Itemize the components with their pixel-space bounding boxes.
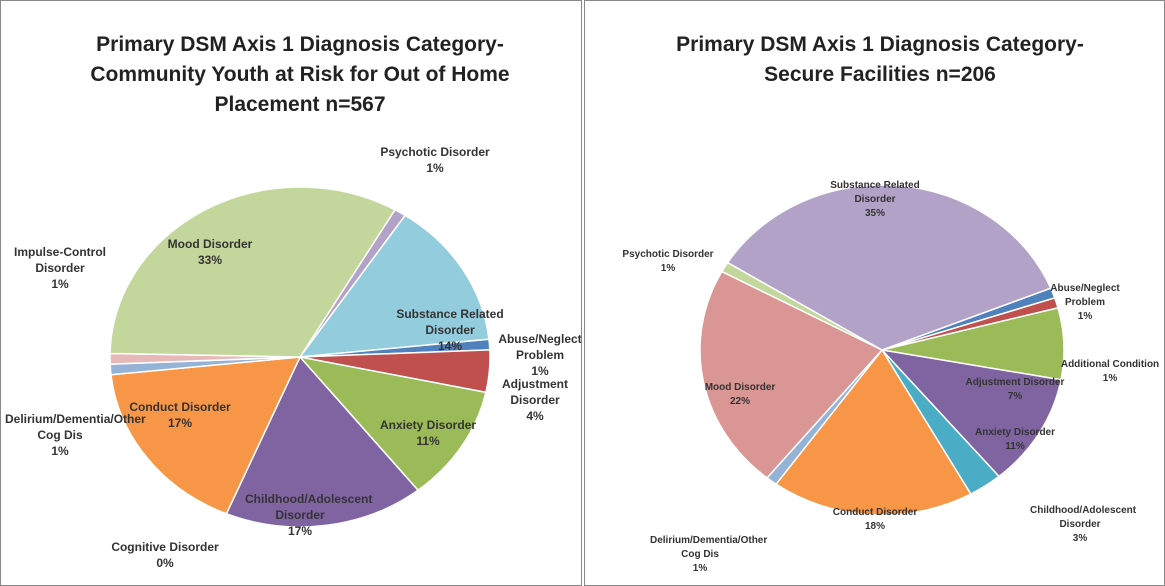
value-label: 1% [1077,311,1093,322]
value-label: 1% [1102,373,1118,384]
category-label: Delirium/Dementia/Other Cog Dis [650,535,768,560]
value-label: 11% [1005,441,1025,452]
slice-label: Abuse/Neglect Problem 1% [1035,282,1135,324]
slice-label: Mood Disorder 22% [690,381,790,409]
category-label: Childhood/Adolescent Disorder [245,492,373,522]
slice-label: Delirium/Dementia/Other Cog Dis 1% [650,534,768,576]
slice-label: Abuse/Neglect Problem 1% [485,331,595,379]
category-label: Substance Related Disorder [396,307,504,337]
category-label: Conduct Disorder [832,507,918,518]
value-label: 22% [729,396,750,407]
category-label: Adjustment Disorder [965,377,1065,388]
slice-label: Childhood/Adolescent Disorder 3% [1030,504,1137,546]
slice-label: Substance Related Disorder 14% [395,306,505,354]
category-label: Impulse-Control Disorder [14,245,106,275]
slice-label: Substance Related Disorder 35% [825,179,925,221]
category-label: Additional Condition [1060,359,1160,370]
pie-slice [774,348,972,516]
value-label: 1% [426,161,444,175]
slice-label: Additional Condition 1% [1060,358,1160,386]
category-label: Mood Disorder [167,237,253,251]
category-label: Delirium/Dementia/Other Cog Dis [5,412,146,442]
slice-label: Psychotic Disorder 1% [380,144,490,176]
chart-title: Primary DSM Axis 1 Diagnosis Category-Co… [90,33,510,116]
slice-label: Conduct Disorder 17% [125,399,235,431]
value-label: 35% [864,208,885,219]
slice-label: Mood Disorder 33% [155,236,265,268]
value-label: 11% [416,434,440,448]
pie-slice [225,355,420,528]
category-label: Adjustment Disorder [502,377,568,407]
category-label: Abuse/Neglect Problem [1050,283,1120,308]
value-label: 7% [1007,391,1023,402]
value-label: 17% [287,524,313,538]
category-label: Anxiety Disorder [974,427,1056,438]
slice-label: Cognitive Disorder 0% [110,539,220,571]
category-label: Mood Disorder [704,382,776,393]
value-label: 18% [864,521,885,532]
slice-label: Conduct Disorder 18% [825,506,925,534]
pie-slice [298,214,490,358]
value-label: 33% [197,253,223,267]
value-label: 1% [692,563,708,574]
value-label: 1% [51,444,69,458]
value-label: 17% [167,416,193,430]
category-label: Abuse/Neglect Problem [498,332,582,362]
category-label: Childhood/Adolescent Disorder [1030,505,1137,530]
value-label: 1% [531,364,549,378]
pie-slice [726,184,1052,351]
category-label: Anxiety Disorder [379,418,477,432]
category-label: Substance Related Disorder [830,180,920,205]
category-label: Psychotic Disorder [622,249,714,260]
value-label: 4% [526,409,544,423]
slice-label: Psychotic Disorder 1% [618,248,718,276]
pie-slice [110,356,302,515]
value-label: 0% [156,556,174,570]
slice-label: Adjustment Disorder 7% [965,376,1065,404]
category-label: Psychotic Disorder [380,145,490,159]
pie-slice [699,270,884,479]
value-label: 14% [437,339,463,353]
slice-label: Adjustment Disorder 4% [480,376,590,424]
value-label: 1% [660,263,676,274]
slice-label: Anxiety Disorder 11% [373,417,483,449]
slice-label: Anxiety Disorder 11% [965,426,1065,454]
slice-label: Delirium/Dementia/Other Cog Dis 1% [5,411,146,459]
pie-slice [297,355,487,492]
category-label: Cognitive Disorder [111,540,219,554]
category-label: Conduct Disorder [129,400,231,414]
slice-label: Impulse-Control Disorder 1% [5,244,115,292]
slice-label: Childhood/Adolescent Disorder 17% [245,491,373,539]
pie-slice [109,186,397,358]
value-label: 3% [1072,533,1088,544]
value-label: 1% [51,277,69,291]
pie-slice [879,348,1062,478]
chart-title: Primary DSM Axis 1 Diagnosis Category-Se… [676,33,1084,86]
